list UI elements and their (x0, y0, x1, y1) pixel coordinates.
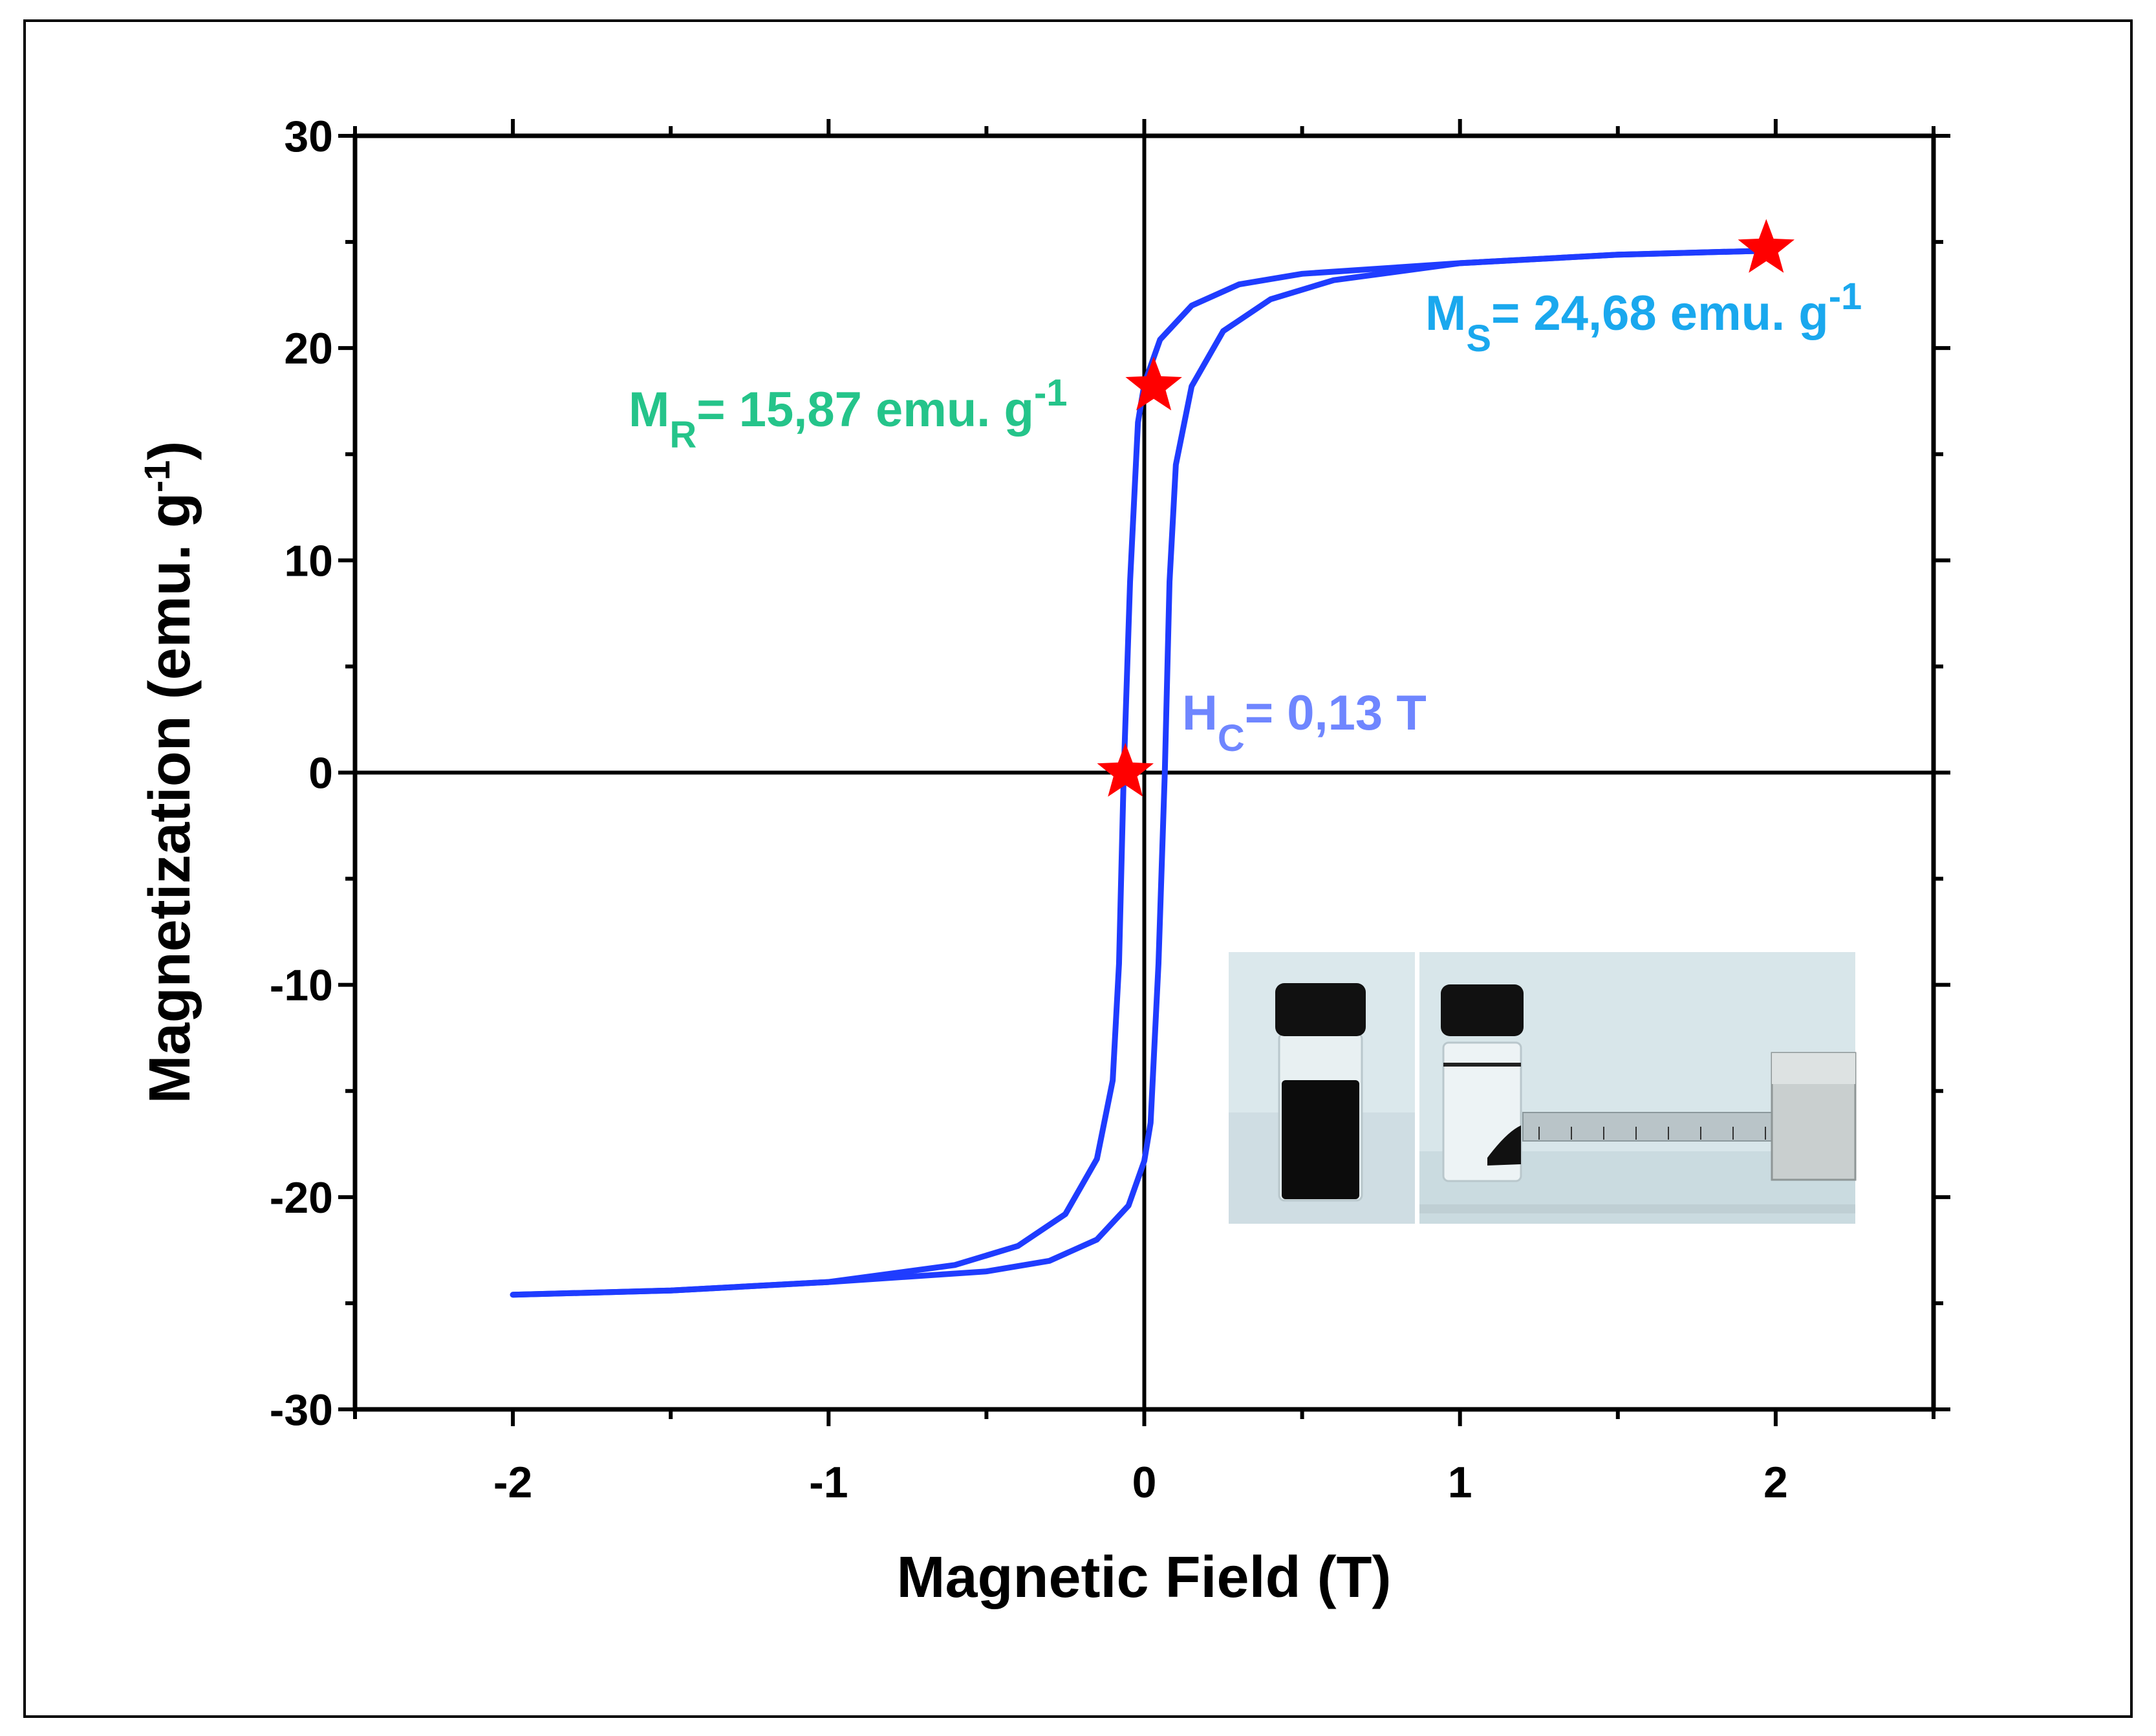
inset-right-edge (1419, 1204, 1855, 1213)
x-axis-title: Magnetic Field (T) (897, 1545, 1392, 1610)
star-marker (1097, 743, 1154, 797)
y-tick-label: 30 (284, 112, 333, 161)
y-tick-label: 10 (284, 536, 333, 585)
x-tick-label: -1 (809, 1458, 848, 1507)
saturation-annotation: MS= 24,68 emu. g-1 (1425, 276, 1862, 360)
x-tick-label: 0 (1132, 1458, 1157, 1507)
vial-left-suspension (1282, 1080, 1359, 1199)
y-tick-label: 20 (284, 324, 333, 373)
vial-left-cap (1275, 983, 1366, 1036)
magnet-top (1772, 1053, 1855, 1084)
star-marker (1738, 219, 1795, 273)
x-tick-label: -2 (493, 1458, 532, 1507)
remanence-annotation: MR= 15,87 emu. g-1 (629, 372, 1068, 456)
key-point-markers (1097, 219, 1795, 797)
y-axis-title-superscript: -1 (136, 461, 177, 493)
y-axis-title: Magnetization (emu. g-1) (136, 441, 203, 1104)
ruler-marks (1538, 1127, 1766, 1140)
figure-frame (23, 19, 2133, 1718)
vial-right-cap (1441, 984, 1524, 1036)
y-axis-title-main: Magnetization (emu. g (138, 492, 202, 1103)
star-marker (1125, 356, 1182, 411)
coercivity-annotation: HC= 0,13 T (1182, 686, 1427, 759)
ruler (1522, 1112, 1795, 1142)
y-tick-label: -10 (270, 961, 333, 1010)
inset-photo (1229, 952, 1857, 1224)
x-tick-label: 1 (1448, 1458, 1472, 1507)
y-tick-label: 0 (308, 749, 333, 798)
attracted-particles (1487, 1125, 1521, 1166)
y-tick-label: -20 (270, 1173, 333, 1222)
x-tick-label: 2 (1763, 1458, 1788, 1507)
y-tick-label: -30 (270, 1385, 333, 1435)
hysteresis-curves (510, 247, 1779, 1298)
hysteresis-branch-2 (510, 247, 1779, 1298)
hysteresis-branch-1 (510, 247, 1779, 1298)
y-axis-title-close: ) (138, 441, 202, 461)
